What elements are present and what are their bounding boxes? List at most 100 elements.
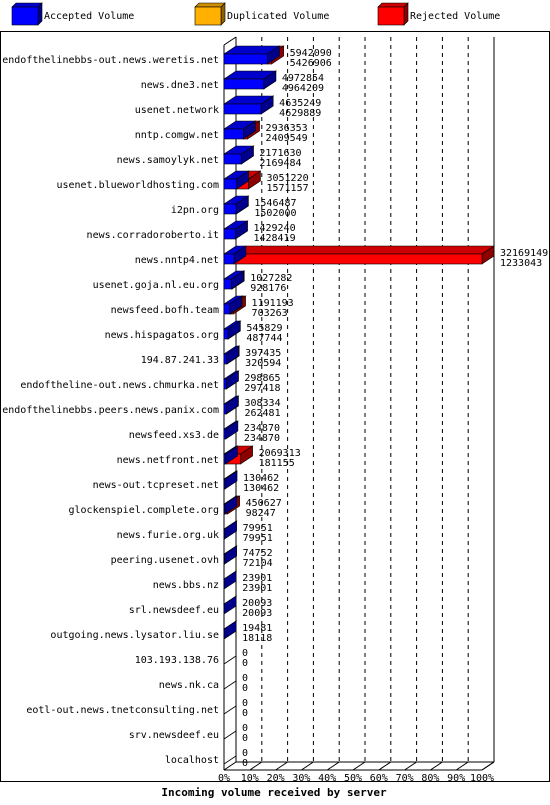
accepted-bar: [223, 353, 227, 365]
total-value-label: 298865: [244, 373, 280, 384]
accepted-bar: [223, 278, 232, 290]
server-label: outgoing.news.lysator.liu.se: [50, 630, 219, 641]
accepted-bar: [223, 203, 237, 215]
accepted-value-label: 23901: [242, 583, 272, 594]
tick-mark: [223, 761, 237, 771]
legend-label: Accepted Volume: [44, 11, 134, 22]
empty-bar: [223, 655, 237, 665]
server-label: 194.87.241.33: [141, 355, 219, 366]
server-label: newsfeed.xs3.de: [129, 430, 219, 441]
total-value-label: 3051220: [266, 173, 308, 184]
server-label: eotl-out.news.tnetconsulting.net: [26, 705, 219, 716]
total-value-label: 19481: [242, 623, 272, 634]
server-label: endoftheline-out.news.chmurka.net: [20, 380, 219, 391]
x-tick-label: 60%: [370, 773, 388, 784]
x-tick-label: 0%: [218, 773, 230, 784]
accepted-bar: [223, 78, 265, 90]
x-tick-label: 100%: [470, 773, 494, 784]
accepted-bar: [223, 553, 225, 565]
total-value-label: 0: [242, 748, 248, 759]
legend-swatch-top: [194, 2, 226, 8]
server-label: srv.newsdeef.eu: [129, 730, 219, 741]
total-value-label: 2069313: [259, 448, 301, 459]
tick-mark: [404, 761, 417, 771]
empty-bar: [223, 705, 237, 715]
tick-mark: [301, 761, 314, 771]
total-value-label: 1429240: [253, 223, 295, 234]
legend-swatch: [194, 6, 222, 26]
server-label: news.nntp4.net: [135, 255, 219, 266]
accepted-value-label: 2409549: [266, 133, 308, 144]
accepted-value-label: 234870: [244, 433, 280, 444]
legend-label: Duplicated Volume: [227, 11, 329, 22]
total-value-label: 5942090: [290, 48, 332, 59]
empty-bar: [223, 755, 237, 765]
total-value-label: 4635249: [279, 98, 321, 109]
accepted-value-label: 1571157: [266, 183, 308, 194]
accepted-bar: [223, 228, 236, 240]
accepted-value-label: 1428419: [253, 233, 295, 244]
server-label: usenet.goja.nl.eu.org: [93, 280, 219, 291]
server-label: news.dne3.net: [141, 80, 219, 91]
accepted-value-label: 130462: [243, 483, 279, 494]
total-value-label: 1027282: [250, 273, 292, 284]
total-value-label: 2936353: [266, 123, 308, 134]
tick-mark: [249, 761, 263, 771]
total-value-label: 0: [242, 723, 248, 734]
empty-bar: [223, 680, 237, 690]
server-label: srl.newsdeef.eu: [129, 605, 219, 616]
legend-swatch: [11, 6, 39, 26]
accepted-value-label: 0: [242, 683, 248, 694]
accepted-value-label: 297418: [244, 383, 280, 394]
server-label: nntp.comgw.net: [135, 130, 219, 141]
total-value-label: 23901: [242, 573, 272, 584]
accepted-bar: [223, 103, 262, 115]
x-tick-label: 30%: [292, 773, 310, 784]
x-tick-label: 20%: [267, 773, 285, 784]
accepted-bar: [223, 53, 268, 65]
server-label: news.bbs.nz: [153, 580, 219, 591]
accepted-value-label: 20093: [242, 608, 272, 619]
total-value-label: 20093: [242, 598, 272, 609]
total-value-label: 545829: [246, 323, 282, 334]
x-tick-label: 50%: [344, 773, 362, 784]
total-value-label: 234870: [244, 423, 280, 434]
total-value-label: 74752: [243, 548, 273, 559]
total-value-label: 32169149: [500, 248, 548, 259]
tick-mark: [481, 761, 495, 771]
accepted-bar: [223, 403, 227, 415]
accepted-value-label: 0: [242, 758, 248, 769]
server-label: news.furie.org.uk: [117, 530, 219, 541]
accepted-value-label: 181155: [259, 458, 295, 469]
server-label: newsfeed.bofh.team: [111, 305, 219, 316]
tick-mark: [326, 761, 340, 771]
server-label: glockenspiel.complete.org: [68, 505, 219, 516]
accepted-value-label: 18118: [242, 633, 272, 644]
total-value-label: 397435: [245, 348, 281, 359]
tick-mark: [430, 761, 443, 771]
x-tick-label: 90%: [447, 773, 465, 784]
accepted-bar: [223, 428, 227, 440]
accepted-bar: [223, 378, 227, 390]
bar-series: [223, 45, 495, 765]
accepted-value-label: 0: [242, 733, 248, 744]
server-label: news.corradoroberto.it: [87, 230, 219, 241]
total-value-label: 0: [242, 648, 248, 659]
server-label: news-out.tcpreset.net: [93, 480, 219, 491]
total-value-label: 0: [242, 673, 248, 684]
server-label: news.hispagatos.org: [105, 330, 219, 341]
accepted-bar-side: [223, 570, 237, 590]
accepted-bar: [223, 328, 229, 340]
accepted-bar-side: [224, 520, 237, 540]
accepted-value-label: 0: [242, 708, 248, 719]
server-label: 103.193.138.76: [135, 655, 219, 666]
total-value-label: 1191193: [252, 298, 294, 309]
legend-swatch-top: [377, 2, 409, 8]
accepted-value-label: 79951: [243, 533, 273, 544]
server-label: endofthelinebbs.peers.news.panix.com: [2, 405, 219, 416]
accepted-bar: [223, 453, 226, 465]
total-value-label: 308334: [244, 398, 280, 409]
total-value-label: 0: [242, 698, 248, 709]
rejected-bar-top: [232, 245, 495, 255]
